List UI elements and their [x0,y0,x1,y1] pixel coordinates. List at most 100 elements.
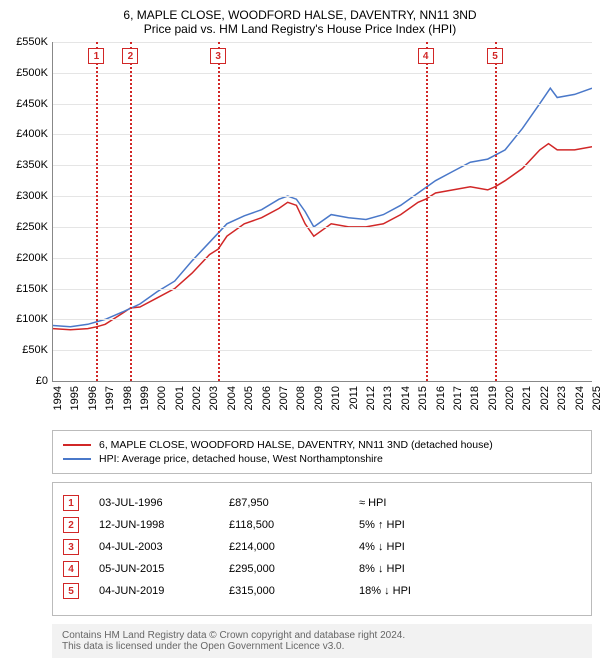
x-tick-label: 2011 [348,386,360,410]
y-tick-label: £500K [16,67,48,79]
transaction-badge: 3 [63,539,79,555]
x-tick-label: 2001 [174,386,186,410]
x-tick-label: 2018 [469,386,481,410]
y-axis: £0£50K£100K£150K£200K£250K£300K£350K£400… [8,42,52,382]
y-tick-label: £150K [16,283,48,295]
x-tick-label: 2003 [208,386,220,410]
legend-swatch [63,458,91,460]
legend-item: 6, MAPLE CLOSE, WOODFORD HALSE, DAVENTRY… [63,439,581,451]
x-tick-label: 2020 [504,386,516,410]
transaction-row: 3 04-JUL-2003 £214,000 4% ↓ HPI [63,539,581,555]
x-tick-label: 2014 [400,386,412,410]
x-tick-label: 2000 [156,386,168,410]
transaction-price: £295,000 [229,563,339,575]
gridline [53,289,592,290]
legend-item: HPI: Average price, detached house, West… [63,453,581,465]
footer-attribution: Contains HM Land Registry data © Crown c… [52,624,592,658]
x-tick-label: 2024 [574,386,586,410]
title-line-2: Price paid vs. HM Land Registry's House … [8,22,592,36]
transaction-marker-badge: 4 [418,48,434,64]
y-tick-label: £50K [22,344,48,356]
x-tick-label: 2022 [539,386,551,410]
chart-title: 6, MAPLE CLOSE, WOODFORD HALSE, DAVENTRY… [8,8,592,36]
gridline [53,196,592,197]
gridline [53,350,592,351]
x-tick-label: 2005 [243,386,255,410]
transaction-badge: 1 [63,495,79,511]
gridline [53,258,592,259]
transaction-badge: 5 [63,583,79,599]
x-tick-label: 2016 [435,386,447,410]
y-tick-label: £400K [16,128,48,140]
legend-label: 6, MAPLE CLOSE, WOODFORD HALSE, DAVENTRY… [99,439,493,451]
x-tick-label: 1998 [122,386,134,410]
transaction-marker-badge: 5 [487,48,503,64]
gridline [53,42,592,43]
y-tick-label: £0 [36,375,48,387]
x-tick-label: 2021 [521,386,533,410]
transaction-price: £118,500 [229,519,339,531]
y-tick-label: £200K [16,252,48,264]
transaction-marker-line [495,42,497,381]
y-tick-label: £100K [16,313,48,325]
transaction-marker-badge: 3 [210,48,226,64]
transaction-row: 5 04-JUN-2019 £315,000 18% ↓ HPI [63,583,581,599]
transaction-price: £214,000 [229,541,339,553]
transaction-date: 04-JUL-2003 [99,541,209,553]
transaction-date: 04-JUN-2019 [99,585,209,597]
transaction-price: £315,000 [229,585,339,597]
transaction-date: 12-JUN-1998 [99,519,209,531]
y-tick-label: £350K [16,159,48,171]
transaction-marker-line [426,42,428,381]
price-chart: 12345 £0£50K£100K£150K£200K£250K£300K£35… [8,42,592,422]
legend-swatch [63,444,91,446]
x-tick-label: 1995 [69,386,81,410]
x-tick-label: 2004 [226,386,238,410]
x-tick-label: 1996 [87,386,99,410]
line-series-svg [53,42,592,381]
footer-line-1: Contains HM Land Registry data © Crown c… [62,630,582,641]
transaction-row: 4 05-JUN-2015 £295,000 8% ↓ HPI [63,561,581,577]
x-tick-label: 2019 [487,386,499,410]
transaction-hpi-diff: 8% ↓ HPI [359,563,405,575]
x-tick-label: 1997 [104,386,116,410]
transaction-marker-line [96,42,98,381]
transaction-badge: 2 [63,517,79,533]
transaction-badge: 4 [63,561,79,577]
x-tick-label: 2017 [452,386,464,410]
transaction-price: £87,950 [229,497,339,509]
x-tick-label: 2012 [365,386,377,410]
transaction-hpi-diff: 5% ↑ HPI [359,519,405,531]
gridline [53,227,592,228]
x-tick-label: 2009 [313,386,325,410]
x-tick-label: 2023 [556,386,568,410]
x-tick-label: 2002 [191,386,203,410]
transaction-hpi-diff: 18% ↓ HPI [359,585,411,597]
transaction-row: 2 12-JUN-1998 £118,500 5% ↑ HPI [63,517,581,533]
series-line [53,88,592,327]
y-tick-label: £450K [16,98,48,110]
x-tick-label: 1994 [52,386,64,410]
x-tick-label: 2008 [295,386,307,410]
transaction-hpi-diff: 4% ↓ HPI [359,541,405,553]
legend: 6, MAPLE CLOSE, WOODFORD HALSE, DAVENTRY… [52,430,592,474]
x-tick-label: 2015 [417,386,429,410]
transaction-hpi-diff: ≈ HPI [359,497,386,509]
transaction-marker-badge: 1 [88,48,104,64]
x-tick-label: 2007 [278,386,290,410]
transaction-marker-line [218,42,220,381]
transaction-date: 05-JUN-2015 [99,563,209,575]
x-tick-label: 2013 [382,386,394,410]
transaction-row: 103-JUL-1996£87,950≈ HPI [63,495,581,511]
x-axis: 1994 1995 1996 1997 1998 1999 2000 2001 2002 2003… [52,382,592,422]
x-tick-label: 1999 [139,386,151,410]
gridline [53,104,592,105]
gridline [53,165,592,166]
series-line [53,144,592,330]
plot-area: 12345 [52,42,592,382]
y-tick-label: £550K [16,36,48,48]
gridline [53,319,592,320]
legend-label: HPI: Average price, detached house, West… [99,453,383,465]
footer-line-2: This data is licensed under the Open Gov… [62,641,582,652]
gridline [53,134,592,135]
